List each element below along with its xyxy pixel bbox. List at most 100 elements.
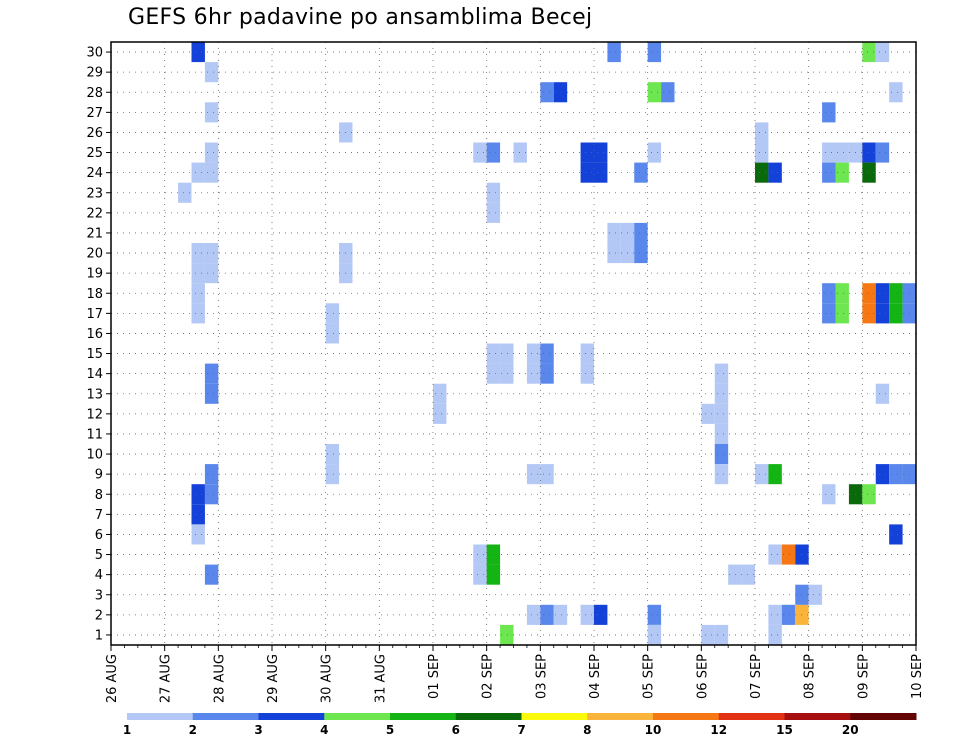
precip-cell — [580, 142, 594, 163]
precip-cell — [714, 444, 729, 465]
y-tick-label: 30 — [86, 46, 103, 61]
precip-cell — [486, 564, 501, 585]
grid-layer — [110, 42, 917, 645]
legend-label: 10 — [645, 723, 662, 737]
precip-cell — [728, 564, 742, 585]
precip-cell — [822, 142, 836, 163]
x-tick-label: 29 AUG — [266, 654, 281, 703]
y-tick-label: 26 — [86, 126, 103, 141]
y-tick-label: 29 — [86, 66, 103, 81]
precip-cell — [875, 42, 890, 63]
x-tick-label: 08 SEP — [803, 654, 818, 699]
precip-cell — [714, 423, 729, 444]
x-tick-label: 07 SEP — [749, 654, 764, 699]
precip-cell — [714, 624, 729, 645]
precip-cell — [594, 162, 608, 183]
precip-cell — [433, 383, 447, 404]
y-tick-label: 1 — [95, 628, 103, 643]
color-legend: 1 2 3 4 5 6 7 8 10 12 15 20 — [123, 713, 917, 737]
precip-cell — [500, 363, 514, 384]
precip-cell — [486, 363, 501, 384]
y-tick-label: 7 — [95, 508, 103, 523]
precip-cell — [540, 604, 554, 625]
legend-swatch — [653, 713, 720, 720]
precip-cell — [835, 303, 849, 324]
precip-cell — [191, 283, 205, 304]
legend-swatch — [455, 713, 522, 720]
precip-cell — [191, 484, 205, 505]
y-tick-label: 14 — [86, 367, 103, 382]
precip-cell — [889, 283, 903, 304]
y-tick-label: 28 — [86, 86, 103, 101]
legend-swatch — [784, 713, 851, 720]
legend-label: 1 — [123, 723, 131, 737]
precip-cell — [325, 303, 340, 324]
x-tick-label: 27 AUG — [159, 654, 174, 703]
precip-cell — [473, 544, 487, 565]
precip-cell — [204, 142, 219, 163]
chart-title: GEFS 6hr padavine po ansamblima Becej — [128, 5, 593, 30]
y-tick-label: 6 — [95, 528, 103, 543]
y-tick-label: 10 — [86, 448, 103, 463]
x-tick-label: 01 SEP — [427, 654, 442, 699]
y-tick-label: 9 — [95, 468, 103, 483]
precip-cell — [204, 464, 219, 485]
precip-cell — [875, 464, 890, 485]
precip-cell — [594, 142, 608, 163]
precip-cell — [741, 564, 755, 585]
precip-cell — [862, 283, 876, 304]
precip-cell — [714, 403, 729, 424]
precip-cell — [607, 243, 621, 264]
precip-cell — [191, 243, 205, 264]
precip-cell — [325, 444, 340, 465]
precip-cell — [714, 363, 729, 384]
y-tick-label: 8 — [95, 488, 103, 503]
y-tick-label: 17 — [86, 307, 103, 322]
legend-label: 20 — [842, 723, 859, 737]
x-tick-label: 30 AUG — [320, 654, 335, 703]
legend-label: 4 — [320, 723, 328, 737]
precip-cell — [191, 524, 205, 545]
precip-cell — [553, 82, 568, 103]
precip-cell — [204, 243, 219, 264]
legend-swatch — [521, 713, 588, 720]
precip-cell — [526, 343, 541, 364]
y-tick-label: 21 — [86, 226, 103, 241]
x-tick-label: 26 AUG — [105, 654, 120, 703]
precip-cell — [768, 162, 782, 183]
precip-cell — [607, 42, 621, 63]
precip-cell — [553, 604, 568, 625]
precip-cell — [191, 42, 205, 63]
precip-cell — [526, 363, 541, 384]
precip-cell — [768, 624, 782, 645]
precip-cell — [473, 564, 487, 585]
x-tick-label: 28 AUG — [212, 654, 227, 703]
precip-cell — [204, 62, 219, 83]
x-tick-label: 02 SEP — [481, 654, 496, 699]
precip-cell — [204, 363, 219, 384]
precip-cell — [647, 42, 662, 63]
precip-cell — [808, 584, 823, 605]
x-tick-label: 05 SEP — [642, 654, 657, 699]
x-tick-label: 04 SEP — [588, 654, 603, 699]
legend-label: 6 — [452, 723, 460, 737]
y-tick-label: 16 — [86, 327, 103, 342]
precip-cell — [191, 162, 205, 183]
precip-cell — [889, 82, 903, 103]
precip-cell — [768, 464, 782, 485]
precip-cell — [875, 383, 890, 404]
y-tick-label: 23 — [86, 186, 103, 201]
precip-cell — [714, 383, 729, 404]
precip-cell — [540, 82, 554, 103]
precip-cell — [862, 42, 876, 63]
precip-cell — [862, 142, 876, 163]
precip-cell — [835, 142, 849, 163]
precip-cell — [486, 343, 501, 364]
precip-cell — [781, 544, 796, 565]
legend-swatch — [850, 713, 917, 720]
precip-cell — [580, 363, 594, 384]
precip-cell — [701, 624, 715, 645]
y-tick-label: 19 — [86, 267, 103, 282]
legend-label: 12 — [710, 723, 727, 737]
